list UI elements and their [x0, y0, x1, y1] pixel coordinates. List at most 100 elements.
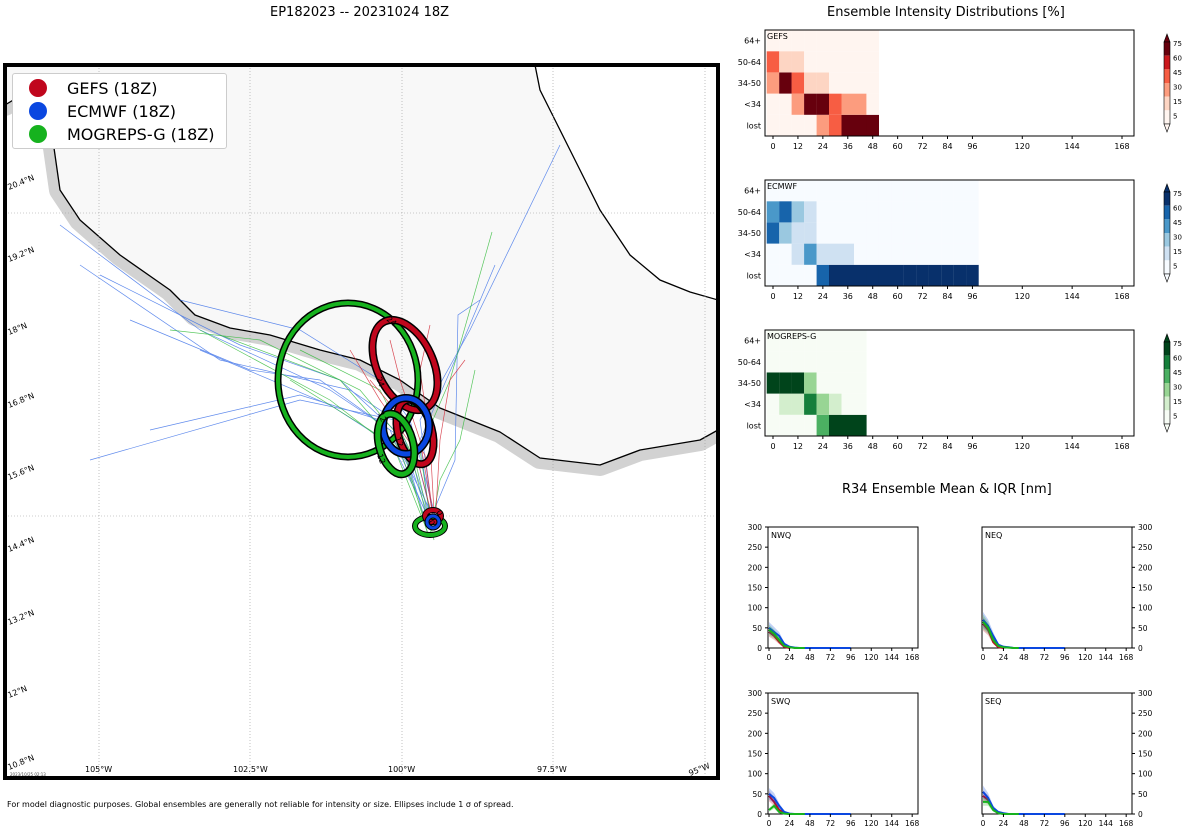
heatmap-cell: [928, 264, 942, 286]
heatmap-cell: [941, 201, 954, 223]
heatmap-cell: [816, 51, 830, 73]
ellipse-label: 0: [434, 509, 444, 518]
r34-seq: SEQ 300 250 200 150 100 50 0 0 24 48 72 96 120 144 168: [981, 689, 1153, 828]
heatmap-cell: [854, 114, 867, 136]
heatmap-cell: [878, 201, 892, 223]
colorbar-swatch: [1164, 69, 1170, 83]
spread-ellipses: [274, 299, 448, 538]
y-tick-label: 100: [1138, 604, 1153, 613]
heatmap-cell: [829, 72, 842, 94]
x-tick-label: 36: [843, 292, 853, 301]
heatmap-cell: [816, 414, 830, 436]
heatmap-cell: [779, 414, 792, 436]
x-tick-label: 168: [1114, 292, 1129, 301]
colorbar-label: 5: [1173, 113, 1177, 121]
row-label: lost: [747, 271, 761, 280]
heatmap-cell: [854, 351, 867, 373]
x-tick-label: 96: [967, 442, 977, 451]
x-tick-label: 24: [818, 142, 828, 151]
heatmap-cell: [829, 114, 842, 136]
y-tick-label: 300: [1138, 689, 1153, 698]
gefs-heatmap: GEFS 64+ 50-64 34-50 <34 lost 0 12 24 36 48 60 72 84 9…: [738, 29, 1182, 151]
heatmap-cell: [804, 243, 817, 265]
y-tick-label: 0: [757, 810, 762, 819]
heatmap-cell: [841, 201, 855, 223]
colorbar-swatch: [1164, 219, 1170, 233]
heatmap-cell: [866, 222, 879, 244]
quadrant-label: SEQ: [985, 697, 1001, 706]
heatmap-cell: [791, 72, 805, 94]
x-tick-label: 12: [793, 292, 803, 301]
r34-mean-line: [768, 629, 805, 649]
heatmap-cell: [953, 180, 967, 202]
heatmap-cell: [928, 243, 942, 265]
heatmap-cell: [841, 264, 855, 286]
r34-iqr-band: [983, 798, 1019, 814]
heatmap-cell: [854, 222, 867, 244]
colorbar-arrow-top: [1163, 33, 1171, 43]
heatmap-cell: [779, 264, 792, 286]
heatmap-cell: [791, 201, 805, 223]
row-label: <34: [744, 100, 761, 109]
heatmap-cell: [866, 180, 879, 202]
x-tick-label: 120: [1015, 292, 1030, 301]
r34-frame: [767, 692, 919, 815]
row-label: lost: [747, 421, 761, 430]
r34-frame: [767, 526, 919, 649]
heatmap-cell: [766, 264, 780, 286]
x-tick-label: 48: [868, 142, 878, 151]
map-title: EP182023 -- 20231024 18Z: [270, 5, 450, 20]
gridlines: [5, 65, 718, 778]
heatmap-cell: [854, 414, 867, 436]
x-tick-label: 48: [868, 442, 878, 451]
heatmap-cell: [816, 114, 830, 136]
track-map: 24 24 12 12 12 0 0 20.4°N 19.2°N 18°N 16…: [3, 63, 720, 780]
row-label: 64+: [744, 337, 761, 346]
lon-label: 105°W: [85, 765, 112, 774]
lon-label: 102.5°W: [233, 765, 268, 774]
heatmap-cell: [891, 201, 904, 223]
heatmap-frame: [764, 179, 1135, 287]
row-label: 64+: [744, 187, 761, 196]
heatmap-frame: [764, 29, 1135, 137]
x-tick-label: 48: [805, 819, 815, 828]
heatmap-cell: [804, 414, 817, 436]
heatmap-cell: [791, 243, 805, 265]
x-tick-label: 12: [793, 442, 803, 451]
legend-item: GEFS (18Z): [29, 78, 157, 98]
x-tick-label: 48: [805, 653, 815, 662]
heatmap-cell: [779, 51, 792, 73]
mogreps-marker-icon: [29, 125, 47, 143]
x-tick-label: 144: [1099, 653, 1114, 662]
y-tick-label: 50: [1138, 624, 1148, 633]
heatmap-cell: [903, 222, 917, 244]
heatmap-cell: [841, 351, 855, 373]
row-label: 34-50: [738, 379, 761, 388]
heatmap-cell: [841, 93, 855, 115]
heatmap-cell: [866, 114, 879, 136]
heatmap-cell: [866, 93, 879, 115]
heatmap-cell: [841, 51, 855, 73]
heatmap-cell: [866, 51, 879, 73]
row-label: 64+: [744, 37, 761, 46]
ecmwf-marker-icon: [29, 102, 47, 120]
x-tick-label: 96: [846, 819, 856, 828]
heatmap-cell: [804, 351, 817, 373]
heatmap-cell: [891, 264, 904, 286]
heatmap-cell: [766, 72, 780, 94]
x-tick-label: 144: [1099, 819, 1114, 828]
x-tick-label: 168: [1119, 653, 1134, 662]
colorbar-swatch: [1164, 55, 1170, 70]
x-tick-label: 0: [770, 142, 775, 151]
ecmwf-heatmap: ECMWF 64+ 50-64 34-50 <34 lost 0 12 24 36 48 60 72 84…: [738, 179, 1182, 301]
y-tick-label: 50: [752, 624, 762, 633]
heatmap-cell: [816, 72, 830, 94]
colorbar-label: 60: [1173, 205, 1182, 213]
x-tick-label: 24: [785, 653, 795, 662]
heatmap-cell: [891, 222, 904, 244]
x-tick-label: 48: [1019, 819, 1029, 828]
heatmap-cell: [816, 201, 830, 223]
heatmap-cell: [854, 372, 867, 394]
heatmap-cell: [953, 201, 967, 223]
heatmap-cell: [854, 93, 867, 115]
